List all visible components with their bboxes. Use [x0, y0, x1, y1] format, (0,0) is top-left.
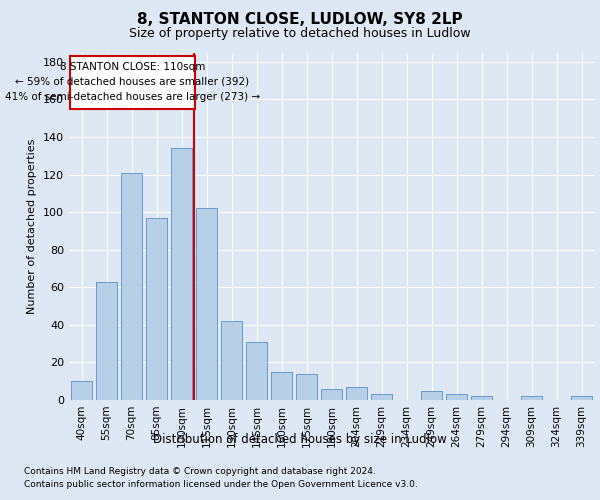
Text: Distribution of detached houses by size in Ludlow: Distribution of detached houses by size … — [153, 432, 447, 446]
Bar — [246, 342, 267, 400]
Bar — [196, 208, 217, 400]
Text: Size of property relative to detached houses in Ludlow: Size of property relative to detached ho… — [129, 28, 471, 40]
Bar — [346, 387, 367, 400]
Text: Contains HM Land Registry data © Crown copyright and database right 2024.: Contains HM Land Registry data © Crown c… — [24, 468, 376, 476]
Bar — [421, 390, 442, 400]
Bar — [271, 372, 292, 400]
Y-axis label: Number of detached properties: Number of detached properties — [28, 138, 37, 314]
Bar — [71, 381, 92, 400]
Text: 8, STANTON CLOSE, LUDLOW, SY8 2LP: 8, STANTON CLOSE, LUDLOW, SY8 2LP — [137, 12, 463, 28]
Bar — [121, 172, 142, 400]
Bar — [146, 218, 167, 400]
Text: ← 59% of detached houses are smaller (392): ← 59% of detached houses are smaller (39… — [16, 77, 250, 87]
Bar — [96, 282, 117, 400]
Bar — [571, 396, 592, 400]
Bar — [321, 388, 342, 400]
Bar — [446, 394, 467, 400]
FancyBboxPatch shape — [70, 56, 195, 109]
Bar — [296, 374, 317, 400]
Text: 8 STANTON CLOSE: 110sqm: 8 STANTON CLOSE: 110sqm — [59, 62, 205, 72]
Bar — [221, 321, 242, 400]
Text: 41% of semi-detached houses are larger (273) →: 41% of semi-detached houses are larger (… — [5, 92, 260, 102]
Text: Contains public sector information licensed under the Open Government Licence v3: Contains public sector information licen… — [24, 480, 418, 489]
Bar — [171, 148, 192, 400]
Bar — [471, 396, 492, 400]
Bar — [521, 396, 542, 400]
Bar — [371, 394, 392, 400]
